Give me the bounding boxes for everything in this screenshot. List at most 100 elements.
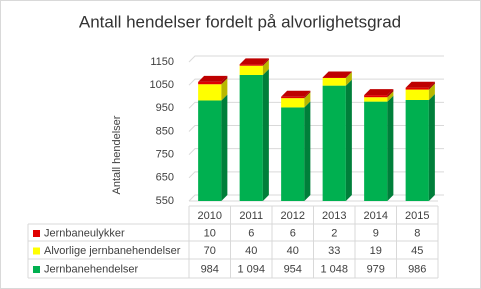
legend-label: Alvorlige jernbanehendelser xyxy=(44,245,181,257)
bar-side xyxy=(304,92,311,108)
bar-side xyxy=(262,68,269,202)
bar-front xyxy=(198,84,222,101)
bar-front xyxy=(364,95,388,98)
data-label: 19 xyxy=(370,245,382,257)
bar-top xyxy=(239,58,269,65)
y-tick-label: 850 xyxy=(156,125,174,137)
data-label: 984 xyxy=(201,263,219,275)
data-label: 1 048 xyxy=(320,263,348,275)
bar-segment xyxy=(364,89,394,98)
legend-key xyxy=(33,247,40,255)
bar-segment xyxy=(198,75,228,85)
bar-segment xyxy=(364,91,394,102)
y-tick-label: 1150 xyxy=(150,56,174,68)
x-tick-label: 2012 xyxy=(281,210,305,222)
data-label: 9 xyxy=(373,227,379,239)
y-tick-label: 550 xyxy=(156,195,174,207)
legend-key xyxy=(33,230,40,237)
grid-line xyxy=(188,171,444,179)
bar-side xyxy=(262,59,269,75)
bar-side xyxy=(387,89,394,98)
y-tick-label: 750 xyxy=(156,149,174,161)
bar-side xyxy=(345,71,352,86)
bar-top xyxy=(364,89,394,96)
bar-segment xyxy=(405,83,435,100)
bar-segment xyxy=(322,71,352,78)
bar-side xyxy=(304,90,311,99)
bar-front xyxy=(281,107,305,201)
bar-segment xyxy=(239,58,269,66)
bar-side xyxy=(387,95,394,201)
bar-side xyxy=(428,93,435,201)
bar-side xyxy=(345,71,352,78)
bar-top xyxy=(281,90,311,97)
bar-top xyxy=(322,71,352,78)
bar-front xyxy=(239,74,263,201)
bar-stack xyxy=(281,90,311,201)
bar-front xyxy=(239,65,263,75)
bar-front xyxy=(198,100,222,201)
bar-segment xyxy=(405,93,435,201)
bar-segment xyxy=(281,92,311,108)
bar-side xyxy=(428,83,435,100)
grid-line xyxy=(188,55,444,63)
data-label: 986 xyxy=(408,263,426,275)
bar-segment xyxy=(281,101,311,201)
data-label: 6 xyxy=(290,227,296,239)
legend-key xyxy=(33,266,40,273)
data-label: 1 094 xyxy=(237,263,265,275)
bar-side xyxy=(304,101,311,201)
grid-line xyxy=(188,101,444,109)
grid-line xyxy=(188,194,444,202)
bar-front xyxy=(405,89,429,100)
bar-side xyxy=(387,91,394,102)
bar-side xyxy=(221,78,228,101)
legend-label: Jernbanehendelser xyxy=(44,263,139,275)
y-tick-label: 1050 xyxy=(150,79,174,91)
bar-side xyxy=(262,58,269,66)
grid-line xyxy=(188,125,444,132)
data-label: 70 xyxy=(204,245,216,257)
bar-front xyxy=(198,81,222,85)
x-tick-label: 2014 xyxy=(364,210,388,222)
x-tick-label: 2010 xyxy=(198,210,222,222)
bar-segment xyxy=(281,90,311,99)
data-label: 8 xyxy=(414,227,420,239)
bar-stack xyxy=(364,89,394,201)
grid-line xyxy=(188,148,444,156)
bar-side xyxy=(221,94,228,201)
x-tick-label: 2015 xyxy=(405,210,429,222)
legend-label: Jernbaneulykker xyxy=(44,227,125,239)
bar-segment xyxy=(405,81,435,90)
data-label: 954 xyxy=(284,263,302,275)
grid-line xyxy=(188,78,444,86)
bar-front xyxy=(405,99,429,201)
y-tick-label: 650 xyxy=(156,172,174,184)
bar-segment xyxy=(198,94,228,201)
bar-side xyxy=(345,79,352,201)
bar-stack xyxy=(239,58,269,202)
data-label: 33 xyxy=(328,245,340,257)
bar-stack xyxy=(198,75,228,201)
bar-front xyxy=(405,87,429,90)
bar-segment xyxy=(364,95,394,201)
x-tick-label: 2013 xyxy=(322,210,346,222)
bar-front xyxy=(281,96,305,99)
data-label: 6 xyxy=(248,227,254,239)
bar-front xyxy=(364,101,388,201)
bar-top xyxy=(405,81,435,88)
x-tick-label: 2011 xyxy=(239,210,263,222)
bar-segment xyxy=(239,59,269,75)
data-label: 45 xyxy=(411,245,423,257)
data-label: 979 xyxy=(367,263,385,275)
bar-top xyxy=(198,75,228,82)
bar-stack xyxy=(405,81,435,201)
bar-front xyxy=(281,98,305,108)
bar-side xyxy=(428,81,435,90)
data-label: 40 xyxy=(245,245,257,257)
data-label: 10 xyxy=(204,227,216,239)
bar-side xyxy=(221,75,228,85)
bar-stack xyxy=(322,71,352,201)
